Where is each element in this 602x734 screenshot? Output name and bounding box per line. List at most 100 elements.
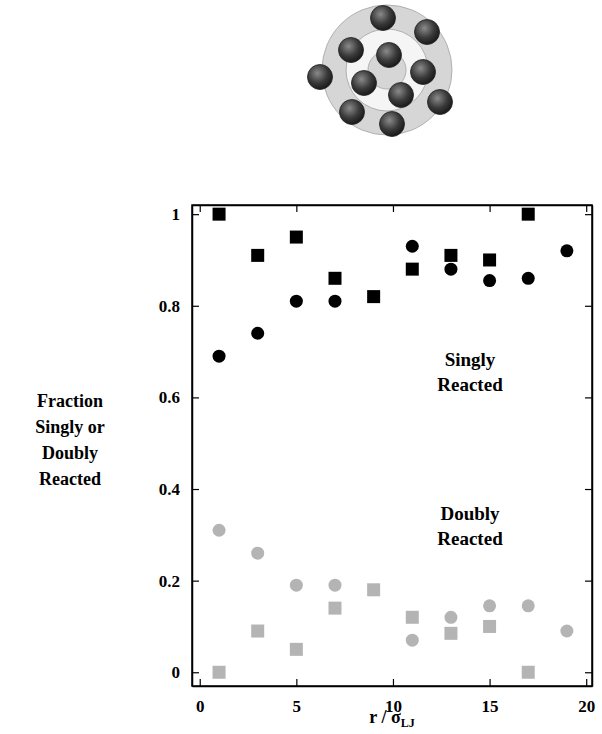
y-tick-right [585, 214, 592, 215]
x-tick-mark [489, 679, 490, 686]
y-tick: 0.8 [159, 297, 199, 316]
annotation: DoublyReacted [437, 503, 503, 549]
y-tick-right [585, 489, 592, 490]
y-tick-right [585, 581, 592, 582]
x-tick: 5 [293, 679, 302, 716]
circle-point [290, 579, 303, 592]
y-tick: 0.2 [159, 572, 199, 591]
y-tick-mark [192, 397, 199, 398]
y-tick-mark-right [585, 672, 592, 673]
square-point [251, 625, 264, 638]
x-tick-top [200, 205, 201, 212]
y-axis: 0 0.2 0.4 0.6 0.8 1 [159, 205, 199, 686]
circle-point [444, 611, 457, 624]
y-tick-label: 0.2 [159, 572, 180, 591]
y-tick: 0.6 [159, 388, 199, 407]
circle-point [328, 579, 341, 592]
square-point [251, 249, 264, 262]
square-point [213, 666, 226, 679]
circle-point [560, 244, 573, 257]
x-tick-mark-top [393, 205, 394, 212]
particle [308, 65, 333, 90]
circle-point [483, 599, 496, 612]
square-point [522, 666, 535, 679]
particle [339, 38, 364, 63]
circle-point [290, 295, 303, 308]
x-axis-top-line [193, 205, 593, 207]
y-tick: 1 [172, 205, 200, 224]
circle-point [251, 327, 264, 340]
square-point [367, 583, 380, 596]
circle-point [406, 634, 419, 647]
plot-frame [192, 205, 592, 686]
y-axis-title: FractionSingly orDoublyReacted [35, 391, 105, 489]
y-tick-mark-right [585, 581, 592, 582]
x-tick-mark [393, 679, 394, 686]
y-tick-label: 0.4 [159, 480, 181, 499]
particle [371, 6, 396, 31]
particle [389, 83, 414, 108]
square-point [367, 290, 380, 303]
y-tick-mark [192, 489, 199, 490]
x-tick-mark [586, 679, 587, 686]
circle-point [444, 263, 457, 276]
square-point [328, 602, 341, 615]
x-tick: 15 [482, 679, 499, 716]
y-tick-label: 0 [172, 663, 181, 682]
x-tick-top [393, 205, 394, 212]
y-tick: 0 [172, 663, 200, 682]
x-tick-top [586, 205, 587, 212]
x-tick-mark-top [296, 205, 297, 212]
y-tick-right [585, 672, 592, 673]
series [213, 240, 574, 363]
circle-point [251, 547, 264, 560]
x-tick-mark-top [586, 205, 587, 212]
circle-point [483, 274, 496, 287]
particle [428, 90, 453, 115]
x-tick-mark [296, 679, 297, 686]
y-tick-mark-right [585, 306, 592, 307]
particle [380, 112, 405, 137]
x-tick-top [296, 205, 297, 212]
x-tick-mark-top [489, 205, 490, 212]
y-tick-label: 0.6 [159, 388, 180, 407]
circle-point [406, 240, 419, 253]
x-tick-mark-top [200, 205, 201, 212]
square-point [406, 263, 419, 276]
y-axis-right-line [592, 206, 594, 687]
x-tick-label: 5 [293, 697, 302, 716]
square-point [406, 611, 419, 624]
cluster-diagram [308, 5, 453, 137]
square-point [483, 253, 496, 266]
square-point [328, 272, 341, 285]
circle-point [522, 599, 535, 612]
x-tick: 0 [196, 679, 205, 716]
y-tick-mark-right [585, 397, 592, 398]
chart: 0510152000.20.40.60.81SinglyReactedDoubl… [0, 0, 602, 734]
square-point [522, 208, 535, 221]
particle [340, 100, 365, 125]
circle-point [328, 295, 341, 308]
x-tick-label: 20 [578, 697, 595, 716]
square-point [483, 620, 496, 633]
y-tick-right [585, 306, 592, 307]
y-tick-mark [192, 306, 199, 307]
y-tick: 0.4 [159, 480, 199, 499]
series [213, 208, 535, 303]
annotation: SinglyReacted [437, 349, 503, 395]
y-axis-line [192, 206, 194, 687]
square-point [444, 249, 457, 262]
x-axis-line [193, 686, 593, 688]
data-marks [213, 208, 574, 679]
y-axis-right [585, 206, 593, 687]
y-tick-mark [192, 214, 199, 215]
particle [377, 43, 402, 68]
y-tick-mark-right [585, 489, 592, 490]
circle-point [213, 350, 226, 363]
square-point [213, 208, 226, 221]
series [213, 583, 535, 678]
particle [352, 71, 377, 96]
circle-point [560, 625, 573, 638]
square-point [444, 627, 457, 640]
y-tick-right [585, 397, 592, 398]
